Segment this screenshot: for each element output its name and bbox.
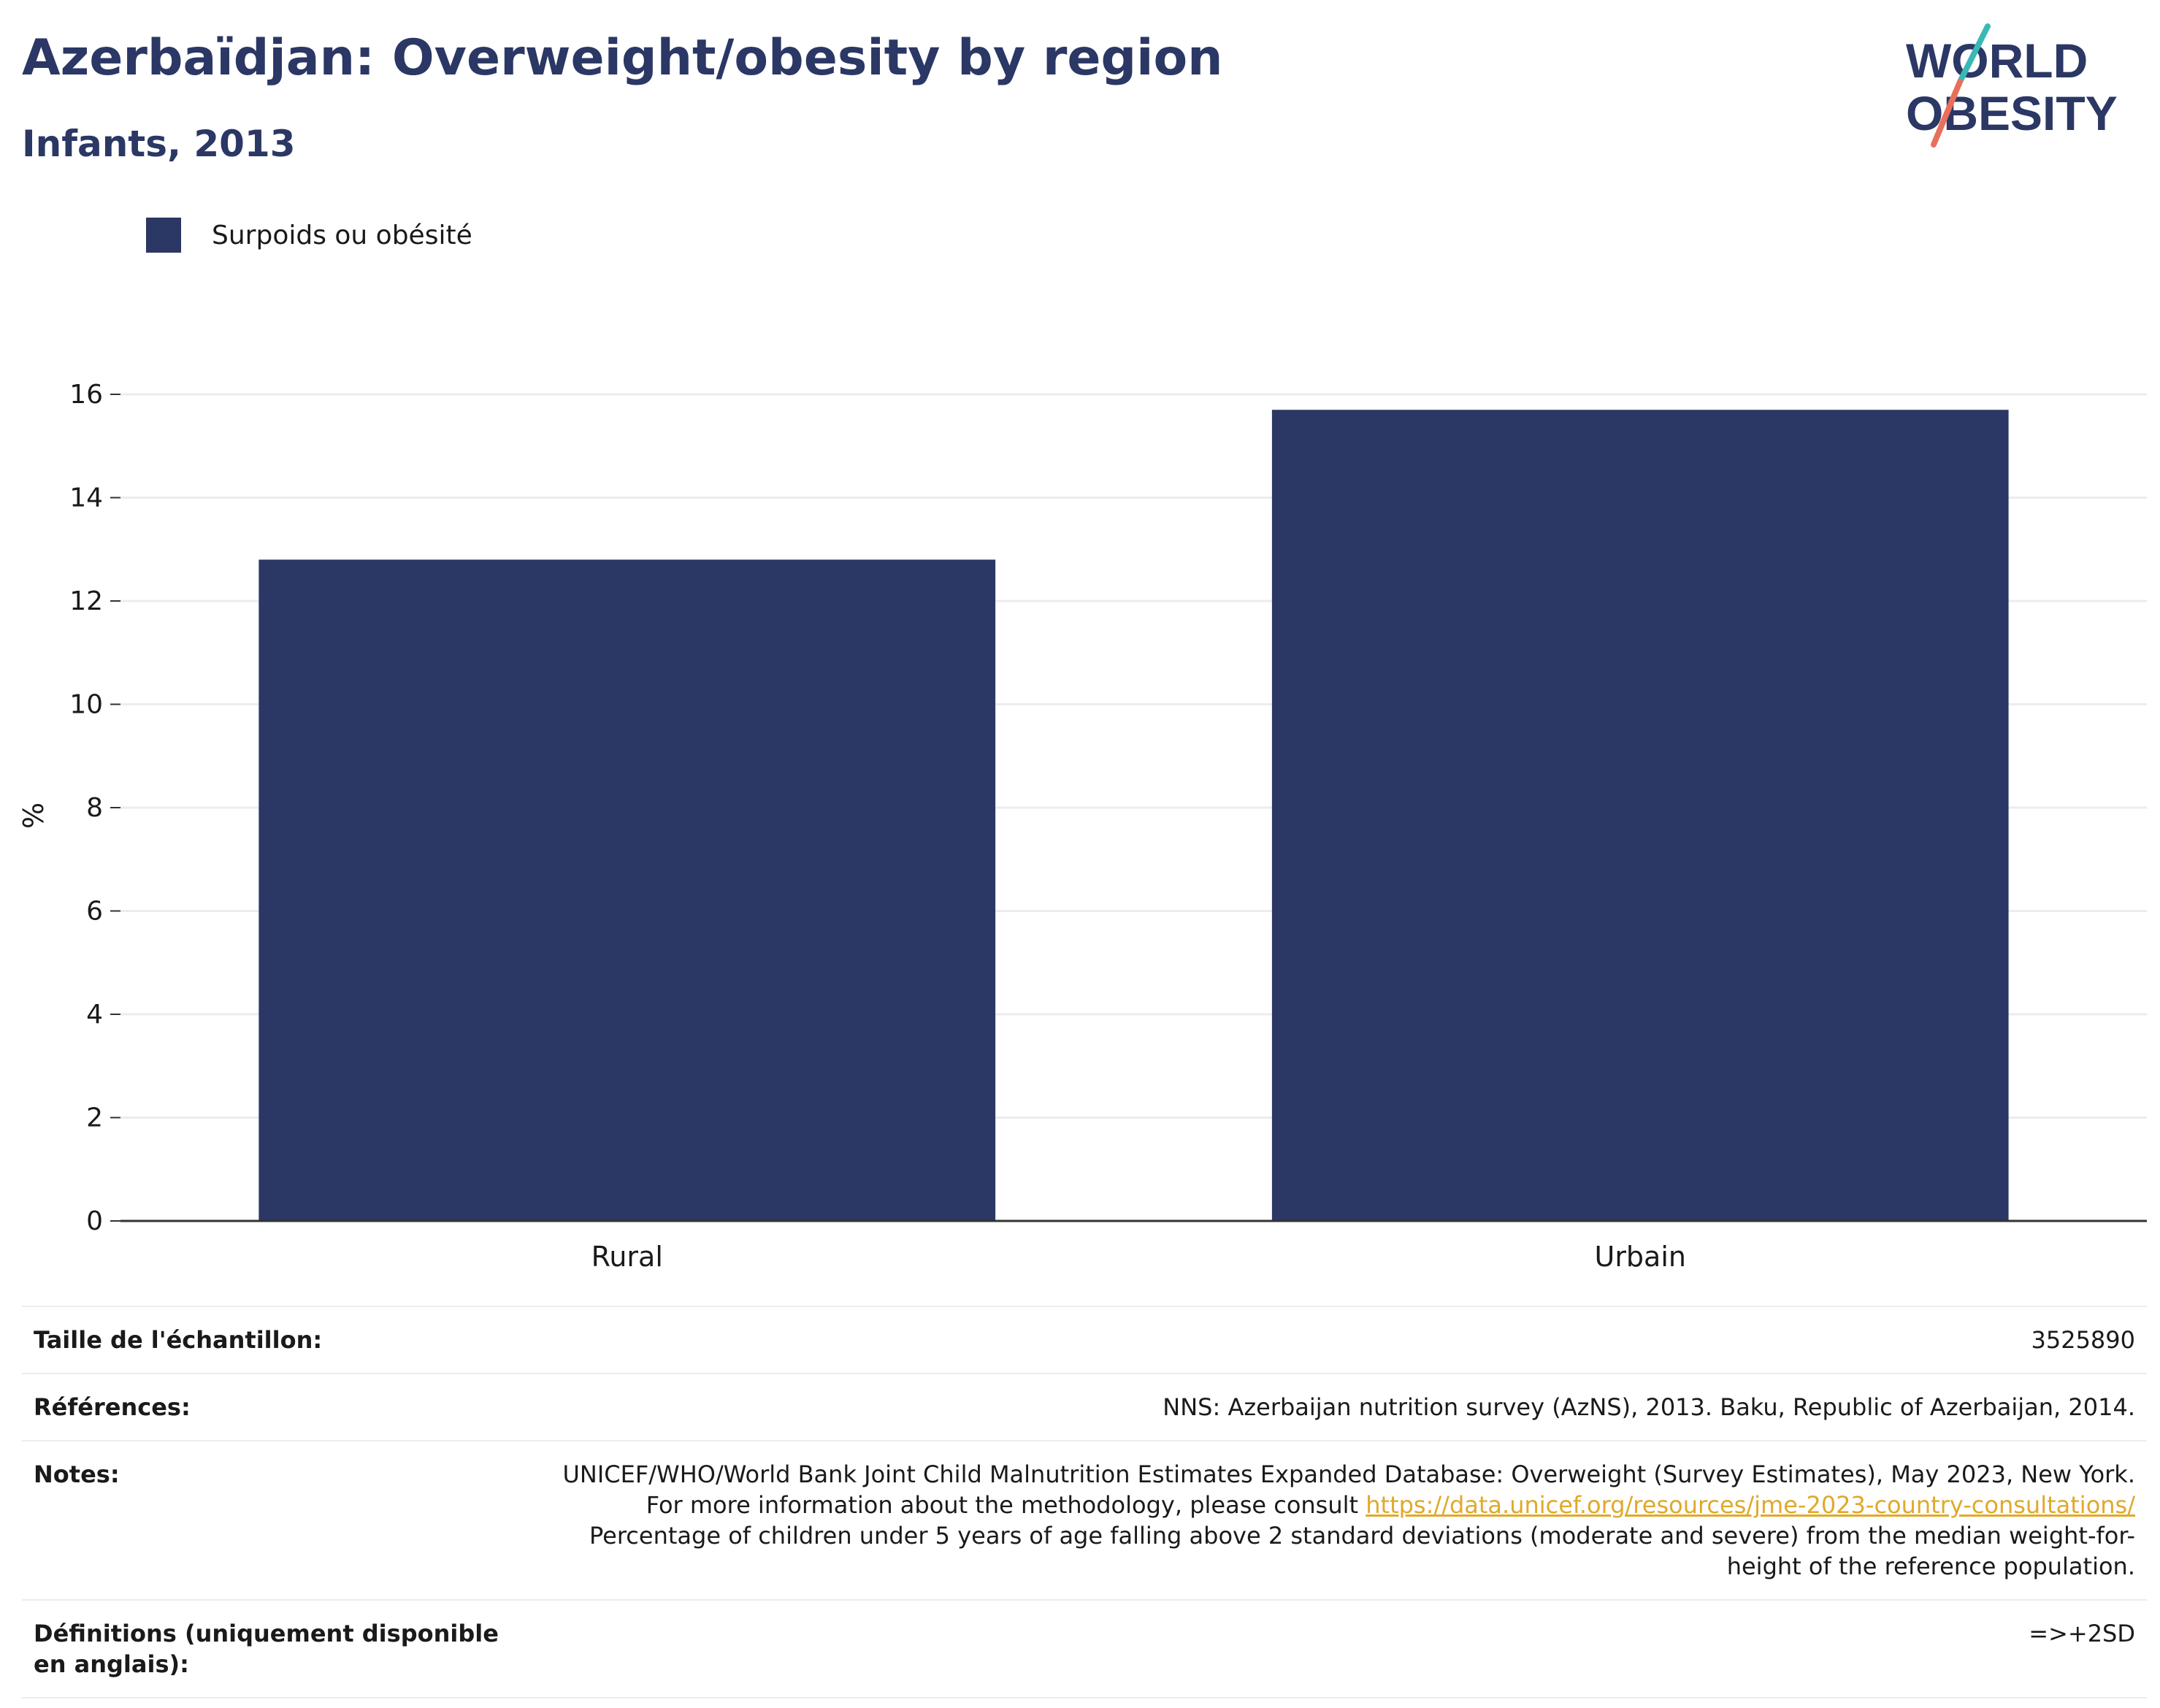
notes-definition-text: Percentage of children under 5 years of … bbox=[589, 1522, 2135, 1580]
definitions-label: Définitions (uniquement disponible en an… bbox=[22, 1599, 513, 1699]
bar-urbain bbox=[1271, 410, 2009, 1221]
references-value: NNS: Azerbaijan nutrition survey (AzNS),… bbox=[513, 1373, 2147, 1441]
info-table: Taille de l'échantillon: 3525890 Référen… bbox=[22, 1306, 2147, 1699]
legend-label: Surpoids ou obésité bbox=[212, 220, 472, 250]
logo-line1: WORLD bbox=[1906, 34, 2088, 88]
y-tick-label: 8 bbox=[86, 793, 103, 823]
x-tick-label: Rural bbox=[591, 1241, 663, 1271]
info-row-references: Références: NNS: Azerbaijan nutrition su… bbox=[22, 1373, 2147, 1441]
y-tick-label: 16 bbox=[69, 380, 103, 410]
notes-link[interactable]: https://data.unicef.org/resources/jme-20… bbox=[1366, 1491, 2135, 1519]
notes-label: Notes: bbox=[22, 1440, 513, 1600]
y-tick-label: 4 bbox=[86, 1000, 103, 1030]
y-tick-label: 10 bbox=[69, 690, 103, 720]
chart-subtitle: Infants, 2013 bbox=[22, 123, 296, 165]
y-tick-label: 2 bbox=[86, 1103, 103, 1133]
notes-text: UNICEF/WHO/World Bank Joint Child Malnut… bbox=[562, 1460, 2136, 1519]
info-row-sample: Taille de l'échantillon: 3525890 bbox=[22, 1306, 2147, 1374]
bar-chart: 0 2 4 6 8 10 12 14 16 Rural Urbain bbox=[69, 380, 2147, 1271]
chart-title: Azerbaïdjan: Overweight/obesity by regio… bbox=[22, 29, 1223, 87]
y-tick-label: 0 bbox=[86, 1206, 103, 1236]
definitions-value: =>+2SD bbox=[513, 1599, 2147, 1699]
info-row-definitions: Définitions (uniquement disponible en an… bbox=[22, 1599, 2147, 1699]
legend: Surpoids ou obésité bbox=[146, 218, 472, 253]
references-label: Références: bbox=[22, 1373, 513, 1441]
world-obesity-logo: WORLD OBESITY bbox=[1906, 23, 2118, 148]
bar-rural bbox=[258, 559, 996, 1221]
sample-label: Taille de l'échantillon: bbox=[22, 1306, 513, 1374]
notes-value: UNICEF/WHO/World Bank Joint Child Malnut… bbox=[513, 1440, 2147, 1600]
y-tick-label: 14 bbox=[69, 483, 103, 513]
y-tick-label: 12 bbox=[69, 586, 103, 616]
sample-value: 3525890 bbox=[513, 1306, 2147, 1374]
y-tick-label: 6 bbox=[86, 897, 103, 927]
x-tick-label: Urbain bbox=[1595, 1241, 1687, 1271]
legend-swatch bbox=[146, 218, 181, 253]
info-row-notes: Notes: UNICEF/WHO/World Bank Joint Child… bbox=[22, 1440, 2147, 1600]
